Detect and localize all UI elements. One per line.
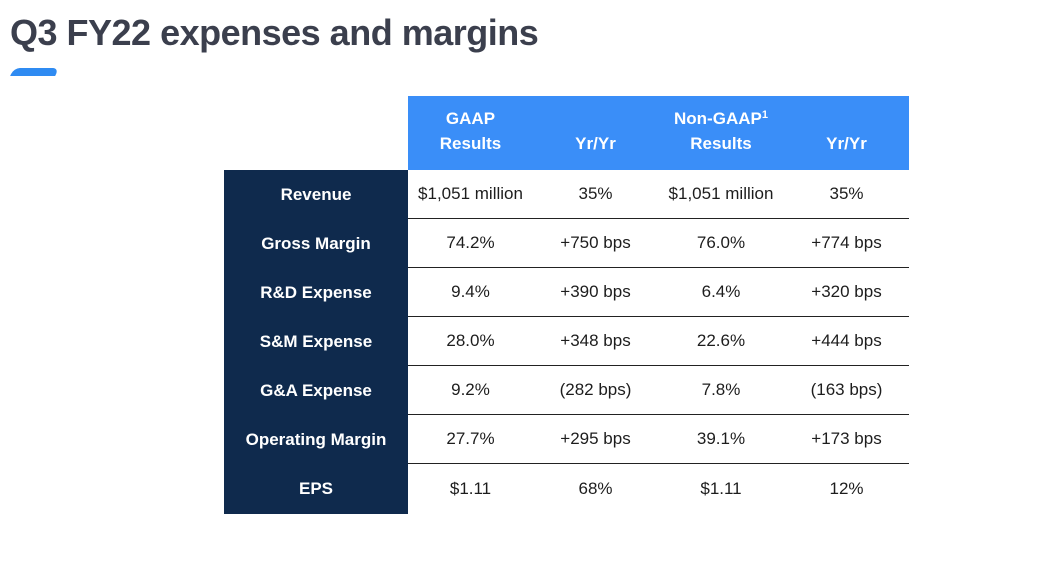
table-row: $1.11 68% $1.11 12% (408, 464, 909, 513)
table-cell: +320 bps (811, 282, 882, 301)
table-row: 28.0% +348 bps 22.6% +444 bps (408, 317, 909, 366)
table-cell: $1.11 (700, 478, 742, 498)
table-cell: 35% (829, 184, 864, 203)
header-nongaap-yoy: Yr/Yr (784, 96, 909, 170)
row-label: Operating Margin (245, 429, 387, 449)
header-gaap-yoy: Yr/Yr (533, 96, 658, 170)
table-cell: +295 bps (560, 429, 631, 448)
table-header: GAAP Results Yr/Yr Non-GAAP1 Results Yr/Yr (408, 96, 909, 170)
table-cell: $1.11 (449, 478, 492, 498)
table-cell: 35% (578, 184, 613, 203)
row-label: Revenue (280, 184, 352, 204)
table-cell: 9.2% (451, 380, 490, 399)
header-line2: Yr/Yr (575, 134, 616, 153)
table-cell: +774 bps (811, 233, 882, 252)
table-cell: 22.6% (696, 331, 746, 350)
table-cell: 27.7% (446, 429, 495, 448)
row-label: R&D Expense (260, 282, 372, 302)
page-title: Q3 FY22 expenses and margins (10, 12, 539, 53)
table-cell: 39.1% (696, 429, 746, 448)
table-cell: 7.8% (701, 380, 741, 399)
header-line2: Results (690, 134, 752, 153)
header-nongaap-results: Non-GAAP1 Results (658, 96, 784, 170)
table-row: 9.4% +390 bps 6.4% +320 bps (408, 268, 909, 317)
table-row: 74.2% +750 bps 76.0% +774 bps (408, 219, 909, 268)
table-cell: 28.0% (446, 331, 495, 350)
table-cell: 74.2% (446, 233, 495, 252)
table-row: 27.7% +295 bps 39.1% +173 bps (408, 415, 909, 464)
header-gaap-results: GAAP Results (408, 96, 533, 170)
table-cell: +750 bps (560, 233, 631, 252)
table-cell: +444 bps (811, 331, 882, 350)
table-cell: $1,051 million (668, 184, 774, 203)
table-cell: 12% (829, 478, 864, 498)
table-cell: +173 bps (811, 429, 882, 448)
table-cell: 6.4% (701, 282, 741, 301)
table-cell: $1,051 million (418, 184, 523, 203)
table-body: $1,051 million 35% $1,051 million 35% 74.2% +… (408, 170, 909, 513)
table-cell: 76.0% (696, 233, 746, 252)
table-row: $1,051 million 35% $1,051 million 35% (408, 170, 909, 219)
table-cell: 68% (578, 478, 613, 498)
header-line2: Yr/Yr (826, 134, 867, 153)
header-line1: Non-GAAP (674, 109, 762, 128)
table-cell: 9.4% (451, 282, 490, 301)
row-label: S&M Expense (259, 331, 373, 351)
header-line2: Results (439, 134, 502, 153)
table-row: 9.2% (282 bps) 7.8% (163 bps) (408, 366, 909, 415)
row-label: Gross Margin (261, 233, 371, 253)
row-label: G&A Expense (260, 380, 372, 400)
table-cell: +390 bps (560, 282, 631, 301)
row-labels: Revenue Gross Margin R&D Expense S&M Expens… (224, 170, 408, 514)
table-cell: (163 bps) (810, 380, 883, 399)
footnote-marker: 1 (761, 109, 768, 121)
title-accent-bar (10, 68, 59, 76)
row-label: EPS (298, 478, 334, 498)
header-line1: GAAP (445, 109, 496, 128)
table-cell: (282 bps) (559, 380, 632, 399)
table-cell: +348 bps (560, 331, 631, 350)
